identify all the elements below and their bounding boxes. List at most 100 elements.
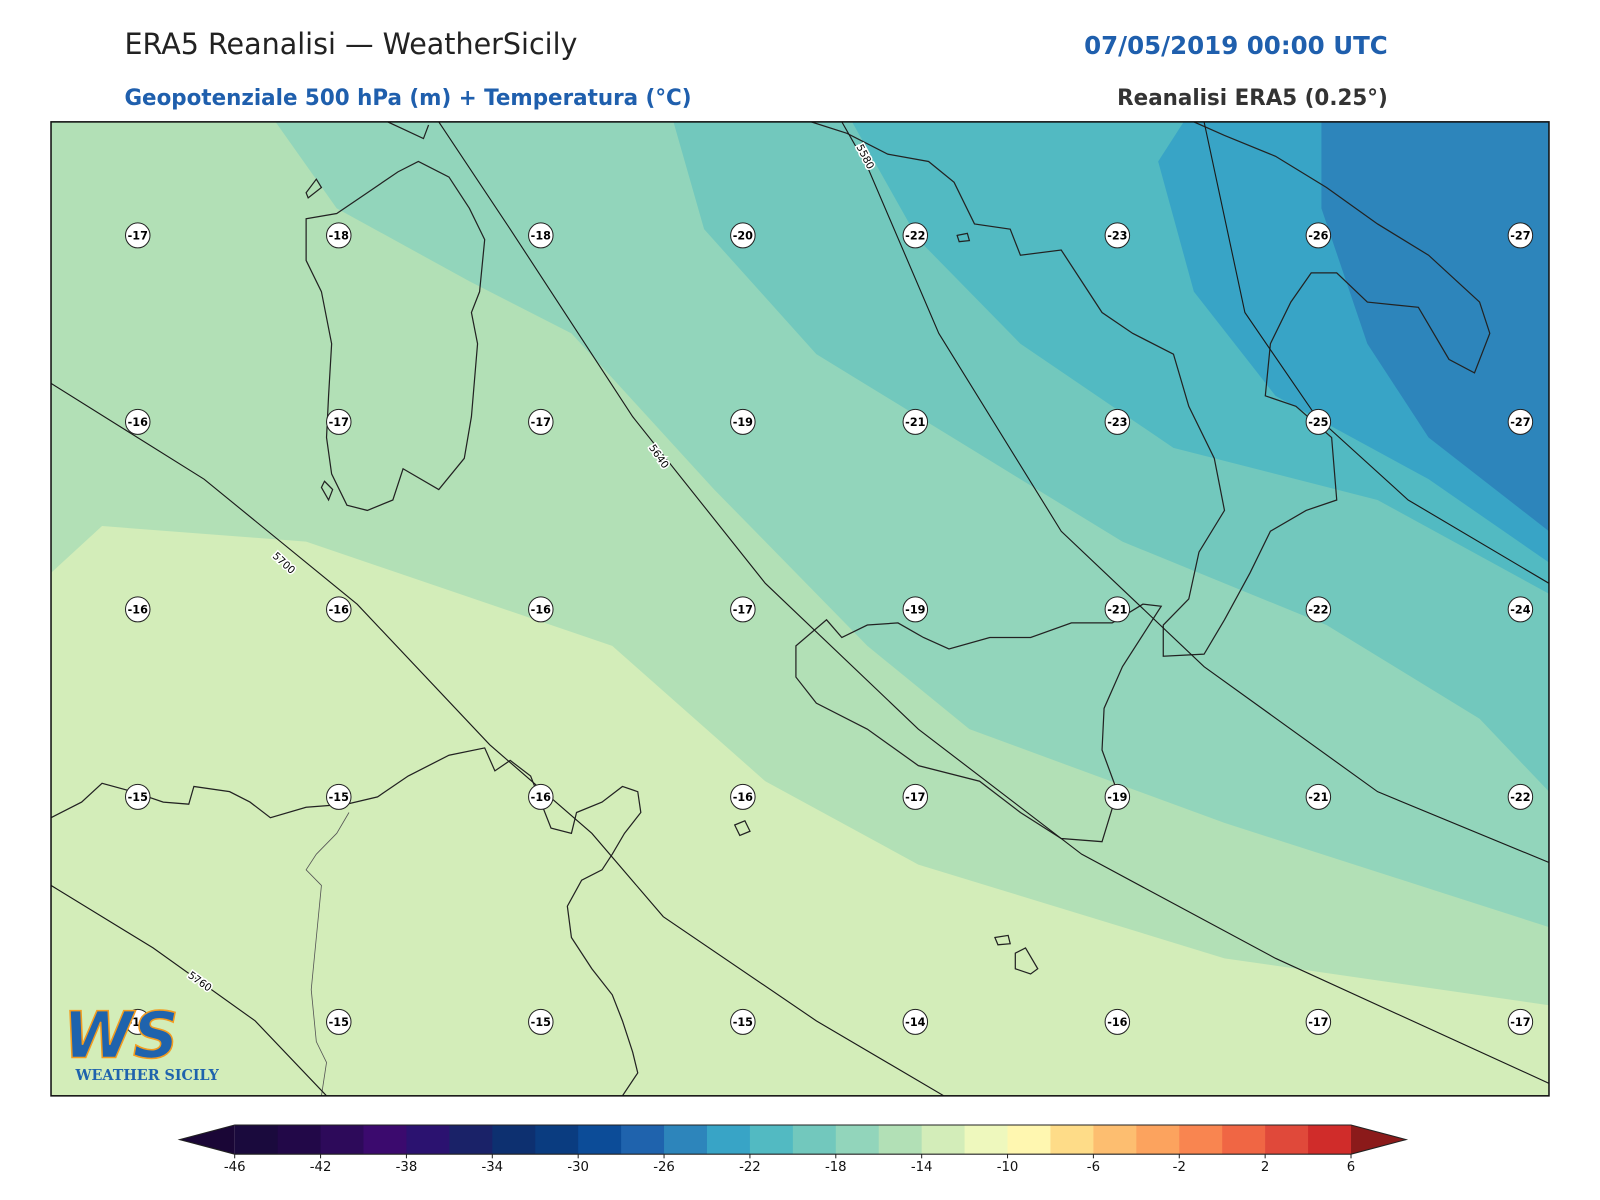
colorbar-tick-label: -6	[1087, 1160, 1100, 1175]
colorbar-tick-label: -26	[653, 1160, 675, 1175]
colorbar-segment	[1050, 1125, 1094, 1155]
logo-text: WEATHER SICILY	[75, 1067, 220, 1084]
border	[305, 812, 350, 1096]
temperature-label: -16	[531, 602, 551, 616]
temperature-label: -21	[905, 415, 925, 429]
label-marker	[1507, 222, 1534, 249]
label-marker	[730, 596, 756, 623]
colorbar-tick-label: 6	[1347, 1160, 1355, 1175]
label-marker	[326, 783, 352, 810]
colorbar-tick-label: -46	[224, 1160, 246, 1175]
colorbar-segment	[1222, 1125, 1266, 1155]
temperature-label: -21	[1308, 790, 1328, 804]
colorbar-segment	[1265, 1125, 1309, 1155]
label-marker	[1305, 408, 1332, 435]
label-marker	[1507, 596, 1534, 623]
temperature-label: -26	[1308, 228, 1328, 242]
temperature-label: -17	[905, 790, 925, 804]
colorbar-tick-label: -22	[739, 1160, 761, 1175]
temperature-label: -15	[733, 1015, 753, 1029]
colorbar-segment	[535, 1125, 579, 1155]
source: Reanalisi ERA5 (0.25°)	[1117, 86, 1388, 111]
temperature-label: -15	[531, 1015, 551, 1029]
label-marker	[125, 783, 151, 810]
coastline	[795, 603, 1163, 843]
colorbar: -46 -42 -38 -34 -30 -26 -22 -18 -14 -10 -6 -2 2 6	[177, 1124, 1409, 1175]
label-marker	[528, 408, 554, 435]
colorbar-segment	[1308, 1125, 1352, 1155]
colorbar-tick-label: -2	[1173, 1160, 1186, 1175]
label-marker	[730, 783, 756, 810]
colorbar-segment	[320, 1125, 365, 1155]
temperature-label: -16	[128, 602, 148, 616]
label-marker	[528, 596, 554, 623]
isoline	[841, 121, 1549, 864]
temperature-label: -16	[1107, 1015, 1127, 1029]
label-marker	[125, 1008, 151, 1035]
label-marker	[1104, 1008, 1131, 1035]
colorbar-segment	[578, 1125, 622, 1155]
colorbar-tick-label: -42	[310, 1160, 332, 1175]
colorbar-tick-label: 2	[1261, 1160, 1269, 1175]
colorbar-segment	[706, 1125, 751, 1155]
temperature-label: -19	[1107, 790, 1127, 804]
colorbar-segment	[835, 1125, 880, 1155]
temperature-label: -17	[329, 415, 349, 429]
temperature-label: -24	[1510, 602, 1530, 616]
label-marker	[528, 222, 554, 249]
colorbar-extend	[1351, 1125, 1407, 1155]
coastline	[320, 480, 334, 502]
temperature-label: -17	[128, 228, 148, 242]
label-marker	[902, 1008, 929, 1035]
colorbar-segment	[878, 1125, 923, 1155]
logo: WS WEATHER SICILY	[62, 998, 220, 1084]
map-area: 5580 5640 5700 5760 -17 -18 -18 -20 -22 -23 -2…	[51, 121, 1549, 1096]
temperature-label: -22	[905, 228, 925, 242]
temperature-label: -15	[329, 790, 349, 804]
colorbar-segment	[749, 1125, 794, 1155]
temperature-label: -19	[733, 415, 753, 429]
map-frame	[50, 121, 1550, 1097]
coastline	[305, 160, 486, 512]
temperature-label: -18	[329, 228, 349, 242]
label-marker	[1305, 596, 1332, 623]
isoline	[438, 121, 1549, 1084]
colorbar-segment	[234, 1125, 279, 1155]
colorbar-extend	[179, 1125, 235, 1155]
temperature-label: -14	[905, 1015, 925, 1029]
label-marker	[1305, 222, 1332, 249]
temperature-label: -16	[128, 415, 148, 429]
colorbar-tick-label: -18	[825, 1160, 847, 1175]
label-marker	[1305, 783, 1332, 810]
label-marker	[326, 596, 352, 623]
label-marker	[1104, 408, 1131, 435]
temperature-label: -19	[905, 602, 925, 616]
colorbar-segment	[621, 1125, 665, 1155]
label-marker	[125, 596, 151, 623]
label-marker	[125, 408, 151, 435]
colorbar-tick-label: -38	[396, 1160, 418, 1175]
colorbar-segment	[1179, 1125, 1223, 1155]
logo-mark: WS	[63, 999, 178, 1074]
label-marker	[1507, 783, 1534, 810]
temperature-label: -16	[531, 790, 551, 804]
label-marker	[902, 408, 929, 435]
subtitle: Geopotenziale 500 hPa (m) + Temperatura …	[124, 86, 691, 111]
colorbar-segment	[406, 1125, 450, 1155]
temperature-label: -23	[1107, 228, 1127, 242]
coastline	[387, 121, 430, 140]
colorbar-segment	[664, 1125, 708, 1155]
label-marker	[326, 408, 352, 435]
temperature-label: -17	[1510, 1015, 1530, 1029]
temperature-label: -22	[1510, 790, 1530, 804]
label-marker	[1104, 783, 1131, 810]
temperature-label: -23	[1107, 415, 1127, 429]
temperature-label: -18	[531, 228, 551, 242]
temperature-label: -22	[1308, 602, 1328, 616]
temperature-label: -17	[1308, 1015, 1328, 1029]
label-marker	[326, 1008, 352, 1035]
colorbar-segment	[792, 1125, 837, 1155]
coastline	[305, 178, 323, 199]
